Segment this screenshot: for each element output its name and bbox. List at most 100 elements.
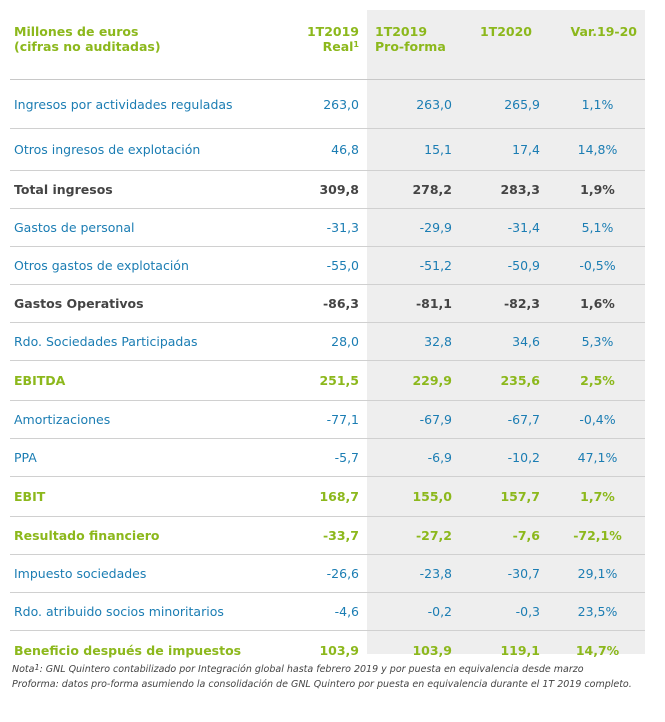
- value-variation: 1,6%: [580, 296, 615, 311]
- value-variation: 2,5%: [580, 373, 615, 388]
- value-1t2020: -67,7: [507, 412, 540, 427]
- table-row: Otros gastos de explotación -55,0 -51,2 …: [10, 247, 645, 285]
- row-label: Rdo. atribuido socios minoritarios: [14, 604, 224, 619]
- value-1t2019-proforma: 263,0: [416, 96, 452, 112]
- value-variation: 1,9%: [580, 182, 615, 197]
- value-1t2019-real: 263,0: [323, 96, 359, 112]
- table-header-row: Millones de euros (cifras no auditadas) 1…: [10, 10, 645, 80]
- header-col-variation: Var.19-20: [570, 24, 637, 39]
- value-1t2019-proforma: 32,8: [424, 334, 452, 349]
- row-label: Ingresos por actividades reguladas: [14, 96, 233, 112]
- table-row: Ingresos por actividades reguladas 263,0…: [10, 80, 645, 129]
- table-row: EBITDA 251,5 229,9 235,6 2,5%: [10, 361, 645, 401]
- value-variation: -0,5%: [579, 258, 616, 273]
- value-1t2020: 17,4: [512, 142, 540, 157]
- header-col-1t2020: 1T2020: [479, 24, 532, 39]
- value-1t2019-proforma: 278,2: [412, 182, 452, 197]
- header-col-1t2019-proforma: 1T2019 Pro-forma: [375, 24, 446, 54]
- value-1t2019-proforma: -6,9: [427, 450, 452, 465]
- table-row: Otros ingresos de explotación 46,8 15,1 …: [10, 129, 645, 171]
- value-1t2019-real: 46,8: [331, 142, 359, 157]
- table-row: Amortizaciones -77,1 -67,9 -67,7 -0,4%: [10, 401, 645, 439]
- row-label: Gastos Operativos: [14, 296, 144, 311]
- value-1t2020: -31,4: [507, 220, 540, 235]
- value-1t2019-real: 103,9: [319, 643, 359, 659]
- row-label: PPA: [14, 450, 37, 465]
- table-row: Rdo. atribuido socios minoritarios -4,6 …: [10, 593, 645, 631]
- header-label: Millones de euros (cifras no auditadas): [14, 24, 161, 54]
- value-1t2019-real: -33,7: [322, 528, 359, 543]
- table-row: Rdo. Sociedades Participadas 28,0 32,8 3…: [10, 323, 645, 361]
- value-1t2020: -82,3: [503, 296, 540, 311]
- value-1t2019-proforma: 229,9: [412, 373, 452, 388]
- row-label: Gastos de personal: [14, 220, 135, 235]
- value-variation: 5,3%: [581, 334, 614, 349]
- row-label: Beneficio después de impuestos: [14, 643, 242, 659]
- value-variation: 47,1%: [577, 450, 618, 465]
- row-label: Total ingresos: [14, 182, 113, 197]
- value-variation: 1,1%: [581, 96, 614, 112]
- value-1t2020: -30,7: [507, 566, 540, 581]
- row-label: Otros gastos de explotación: [14, 258, 189, 273]
- value-1t2019-real: -86,3: [322, 296, 359, 311]
- value-1t2020: 265,9: [504, 96, 540, 112]
- table-row: Total ingresos 309,8 278,2 283,3 1,9%: [10, 171, 645, 209]
- table-row: EBIT 168,7 155,0 157,7 1,7%: [10, 477, 645, 517]
- value-1t2019-real: 28,0: [331, 334, 359, 349]
- value-variation: 23,5%: [577, 604, 618, 619]
- row-label: EBIT: [14, 489, 46, 504]
- value-1t2019-proforma: -0,2: [427, 604, 452, 619]
- value-1t2020: -10,2: [507, 450, 540, 465]
- row-label: Otros ingresos de explotación: [14, 142, 201, 157]
- value-1t2019-real: -55,0: [326, 258, 359, 273]
- table-row: Gastos de personal -31,3 -29,9 -31,4 5,1…: [10, 209, 645, 247]
- value-variation: 29,1%: [577, 566, 618, 581]
- value-1t2020: 283,3: [500, 182, 540, 197]
- value-variation: 14,8%: [577, 142, 618, 157]
- value-1t2019-proforma: -23,8: [419, 566, 452, 581]
- value-1t2019-real: -5,7: [334, 450, 359, 465]
- value-1t2019-real: 168,7: [319, 489, 359, 504]
- value-1t2020: 157,7: [500, 489, 540, 504]
- value-1t2019-proforma: 155,0: [412, 489, 452, 504]
- value-1t2019-proforma: -51,2: [419, 258, 452, 273]
- value-1t2020: -0,3: [515, 604, 540, 619]
- value-1t2020: 34,6: [512, 334, 540, 349]
- value-1t2019-proforma: -67,9: [419, 412, 452, 427]
- row-label: Impuesto sociedades: [14, 566, 147, 581]
- row-label: Amortizaciones: [14, 412, 111, 427]
- income-statement-table: Millones de euros (cifras no auditadas) 1…: [10, 10, 645, 671]
- value-variation: 14,7%: [575, 643, 620, 659]
- value-1t2019-real: -77,1: [326, 412, 359, 427]
- value-1t2020: 119,1: [500, 643, 540, 659]
- value-variation: 1,7%: [580, 489, 615, 504]
- header-col-1t2019-real: 1T2019 Real1: [306, 24, 359, 54]
- value-variation: -72,1%: [573, 528, 622, 543]
- value-1t2019-proforma: -27,2: [415, 528, 452, 543]
- value-1t2019-proforma: -29,9: [419, 220, 452, 235]
- row-label: Rdo. Sociedades Participadas: [14, 334, 198, 349]
- table-row: Resultado financiero -33,7 -27,2 -7,6 -7…: [10, 517, 645, 555]
- footnote-proforma: Proforma: datos pro-forma asumiendo la c…: [12, 679, 632, 690]
- proforma-columns-background: [367, 10, 645, 654]
- value-variation: -0,4%: [579, 412, 616, 427]
- table-row: Impuesto sociedades -26,6 -23,8 -30,7 29…: [10, 555, 645, 593]
- row-label: Resultado financiero: [14, 528, 160, 543]
- value-1t2019-proforma: -81,1: [415, 296, 452, 311]
- table-row: Beneficio después de impuestos 103,9 103…: [10, 631, 645, 671]
- value-1t2019-real: -31,3: [326, 220, 359, 235]
- value-1t2019-real: 251,5: [319, 373, 359, 388]
- row-label: EBITDA: [14, 373, 66, 388]
- value-1t2019-real: 309,8: [319, 182, 359, 197]
- value-1t2020: -50,9: [507, 258, 540, 273]
- value-variation: 5,1%: [581, 220, 614, 235]
- value-1t2020: -7,6: [512, 528, 540, 543]
- value-1t2019-real: -4,6: [334, 604, 359, 619]
- value-1t2020: 235,6: [500, 373, 540, 388]
- value-1t2019-proforma: 103,9: [412, 643, 452, 659]
- value-1t2019-proforma: 15,1: [424, 142, 452, 157]
- table-row: Gastos Operativos -86,3 -81,1 -82,3 1,6%: [10, 285, 645, 323]
- table-row: PPA -5,7 -6,9 -10,2 47,1%: [10, 439, 645, 477]
- value-1t2019-real: -26,6: [326, 566, 359, 581]
- footnotes: Nota1: GNL Quintero contabilizado por In…: [12, 662, 632, 692]
